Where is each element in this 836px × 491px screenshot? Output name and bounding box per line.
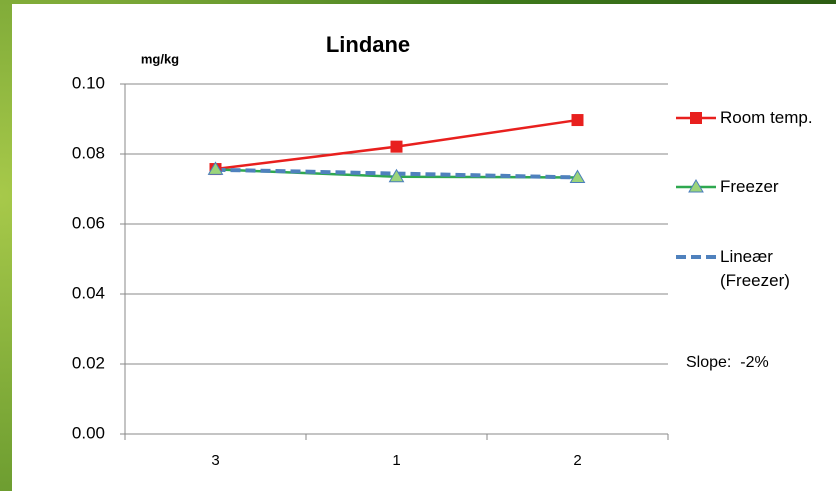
marker [569,169,586,183]
marker [207,161,224,175]
annotation: Slope: -2% [686,354,769,371]
y-tick-label: 0.02 [72,353,105,372]
x-tick-label: 3 [211,452,219,469]
y-tick-label: 0.00 [72,423,105,442]
x-tick-label: 1 [392,452,400,469]
legend-label: Room temp. [720,108,813,127]
legend-label: Lineær (Freezer) [720,247,790,290]
y-tick-label: 0.04 [72,283,105,302]
legend-label: Freezer [720,177,779,196]
legend-marker [688,179,704,193]
y-tick-label: 0.06 [72,213,105,232]
y-tick-label: 0.08 [72,143,105,162]
y-tick-label: 0.10 [72,73,105,92]
marker [388,168,405,183]
y-axis-label: mg/kg [141,51,179,66]
panel [12,4,836,491]
marker [390,140,403,153]
x-tick-label: 2 [573,452,581,469]
chart-title: Lindane [326,32,410,57]
legend-marker [690,112,702,124]
marker [571,114,584,127]
